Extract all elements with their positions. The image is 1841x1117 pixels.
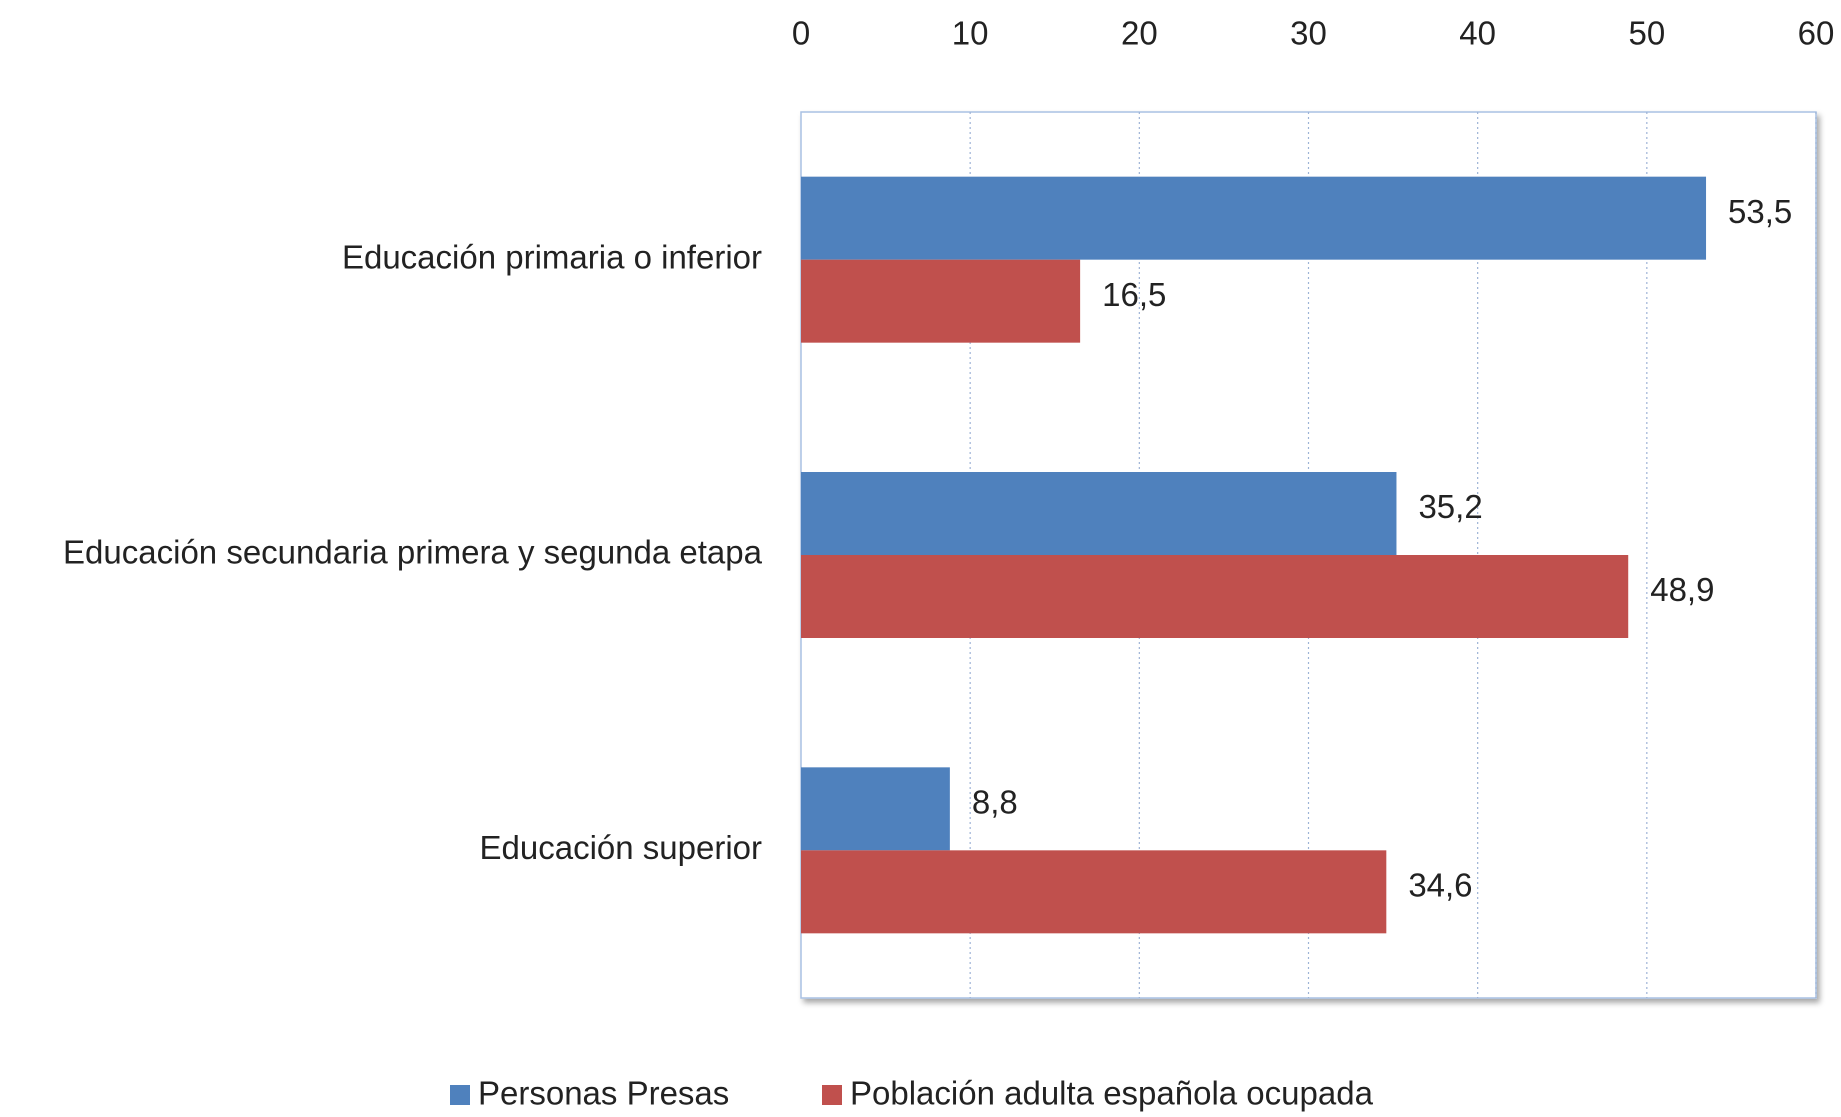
data-label: 16,5 [1102,276,1166,313]
bar [801,472,1397,555]
bar [801,259,1081,343]
bar [801,176,1707,260]
data-label: 34,6 [1408,867,1472,904]
x-tick-label: 60 [1798,15,1835,52]
legend-swatch [822,1085,842,1105]
y-tick-label: Educación superior [480,829,763,866]
x-tick-label: 50 [1628,15,1665,52]
bar [801,850,1387,934]
x-tick-label: 0 [792,15,810,52]
x-tick-label: 40 [1459,15,1496,52]
bar [801,767,950,851]
x-tick-label: 20 [1121,15,1158,52]
data-label: 35,2 [1418,488,1482,525]
data-label: 48,9 [1650,571,1714,608]
data-label: 8,8 [972,784,1018,821]
x-tick-label: 30 [1290,15,1327,52]
bar [801,555,1629,638]
data-label: 53,5 [1728,193,1792,230]
y-tick-label: Educación primaria o inferior [342,238,762,275]
legend-swatch [450,1085,470,1105]
x-tick-label: 10 [952,15,989,52]
legend-label: Personas Presas [478,1075,729,1112]
y-tick-label: Educación secundaria primera y segunda e… [63,534,763,571]
legend-label: Población adulta española ocupada [850,1075,1374,1112]
